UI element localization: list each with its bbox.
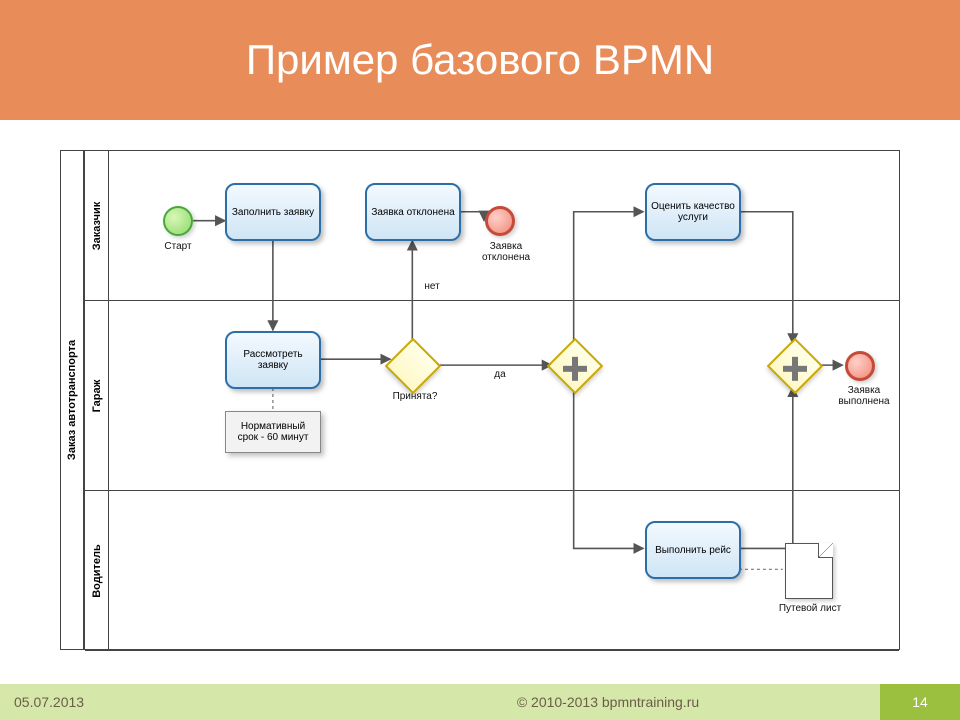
footer-date: 05.07.2013 <box>0 684 336 720</box>
task-review-request: Рассмотреть заявку <box>225 331 321 389</box>
start-label: Старт <box>155 241 201 252</box>
end-event-complete <box>845 351 875 381</box>
edge-no-label: нет <box>417 281 447 292</box>
lane-label-driver: Водитель <box>85 491 109 650</box>
data-object-waybill <box>785 543 833 599</box>
pool-label: Заказ автотранспорта <box>60 150 84 650</box>
annotation-sla: Нормативный срок - 60 минут <box>225 411 321 453</box>
bpmn-diagram: Заказ автотранспорта Заказчик Гараж Води… <box>60 150 900 650</box>
task-evaluate-quality: Оценить качество услуги <box>645 183 741 241</box>
slide-title: Пример базового BPMN <box>246 36 714 84</box>
data-object-label: Путевой лист <box>769 603 851 614</box>
lane-garage: Гараж <box>85 301 899 491</box>
lane-label-garage: Гараж <box>85 301 109 490</box>
footer: 05.07.2013 © 2010-2013 bpmntraining.ru 1… <box>0 684 960 720</box>
end-event-rejected <box>485 206 515 236</box>
lane-driver: Водитель <box>85 491 899 651</box>
end-rejected-label: Заявка отклонена <box>471 241 541 263</box>
task-perform-trip: Выполнить рейс <box>645 521 741 579</box>
lanes-container: Заказчик Гараж Водитель <box>84 150 900 650</box>
start-event <box>163 206 193 236</box>
task-fill-request: Заполнить заявку <box>225 183 321 241</box>
lane-label-customer: Заказчик <box>85 151 109 300</box>
task-request-rejected: Заявка отклонена <box>365 183 461 241</box>
edge-yes-label: да <box>485 369 515 380</box>
footer-copyright: © 2010-2013 bpmntraining.ru <box>336 684 880 720</box>
title-bar: Пример базового BPMN <box>0 0 960 120</box>
gateway-accepted-label: Принята? <box>385 391 445 402</box>
end-complete-label: Заявка выполнена <box>829 385 899 407</box>
footer-page: 14 <box>880 684 960 720</box>
